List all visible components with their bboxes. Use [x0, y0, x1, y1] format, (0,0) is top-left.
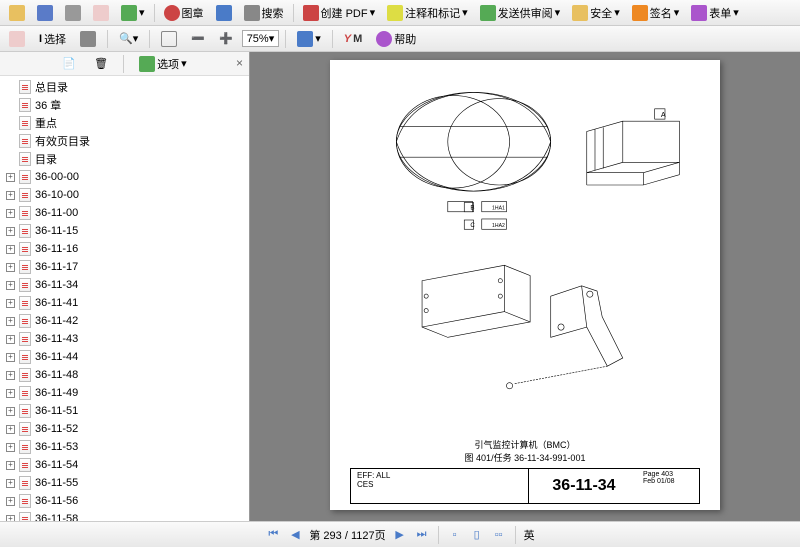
tree-item[interactable]: +36-11-52 — [0, 420, 249, 438]
zoom-tool[interactable]: 🔍▾ — [114, 29, 143, 48]
bookmarks-panel: 📄 🗑 选项▾ × 总目录36 章重点有效页目录目录+36-00-00+36-1… — [0, 52, 250, 521]
tree-item[interactable]: +36-11-15 — [0, 222, 249, 240]
sign-button[interactable]: 签名▾ — [627, 2, 685, 24]
last-page-button[interactable]: ⏭ — [414, 527, 430, 543]
tree-item[interactable]: +36-10-00 — [0, 186, 249, 204]
tree-item[interactable]: +36-00-00 — [0, 168, 249, 186]
save-button[interactable] — [32, 2, 58, 24]
send-review-button[interactable]: 发送供审阅▾ — [475, 2, 566, 24]
stamp-button[interactable]: 图章 — [159, 2, 209, 24]
sidebar-toolbar: 📄 🗑 选项▾ × — [0, 52, 249, 76]
attach-button[interactable]: ▾ — [116, 2, 150, 24]
tree-item[interactable]: +36-11-56 — [0, 492, 249, 510]
page-number: Page 403 — [643, 471, 695, 478]
tree-item[interactable]: +36-11-51 — [0, 402, 249, 420]
lang-indicator: 英 — [524, 527, 535, 543]
select-tool[interactable]: I选择 — [34, 28, 71, 50]
email-button[interactable] — [88, 2, 114, 24]
status-bar: ⏮ ◀ 第 293 / 1127页 ▶ ⏭ ▫ ▯ ▫▫ 英 — [0, 521, 800, 547]
main-area: 📄 🗑 选项▾ × 总目录36 章重点有效页目录目录+36-00-00+36-1… — [0, 52, 800, 521]
figure-caption: 引气监控计算机（BMC） 图 401/任务 36-11-34-991-001 — [330, 438, 720, 464]
camera-button[interactable] — [211, 2, 237, 24]
open-button[interactable] — [4, 2, 30, 24]
tree-item[interactable]: +36-11-53 — [0, 438, 249, 456]
single-page-button[interactable]: ▫ — [447, 527, 463, 543]
rotate-button[interactable]: ▾ — [292, 28, 326, 50]
tree-item[interactable]: +36-11-48 — [0, 366, 249, 384]
bookmark-tree[interactable]: 总目录36 章重点有效页目录目录+36-00-00+36-10-00+36-11… — [0, 76, 249, 521]
doc-number: 36-11-34 — [529, 469, 639, 503]
annotate-button[interactable]: 注释和标记▾ — [382, 2, 473, 24]
tree-item[interactable]: +36-11-43 — [0, 330, 249, 348]
document-viewer[interactable]: B C A — [250, 52, 800, 521]
print-button[interactable] — [60, 2, 86, 24]
delete-bookmark-button[interactable]: 🗑 — [89, 54, 113, 73]
zoom-out-button[interactable]: ➖ — [186, 29, 210, 48]
page-date: Feb 01/08 — [643, 478, 695, 485]
ym-button[interactable]: YM — [339, 30, 368, 48]
search-button[interactable]: 搜索 — [239, 2, 289, 24]
label-ha2: 1HA2 — [492, 223, 505, 229]
tree-item[interactable]: +36-11-54 — [0, 456, 249, 474]
technical-diagram: B C A — [350, 80, 710, 430]
view-toolbar: I选择 🔍▾ ➖ ➕ 75% ▾ ▾ YM 帮助 — [0, 26, 800, 52]
main-toolbar: ▾ 图章 搜索 创建 PDF▾ 注释和标记▾ 发送供审阅▾ 安全▾ 签名▾ 表单… — [0, 0, 800, 26]
fit-page-button[interactable] — [156, 28, 182, 50]
tree-item[interactable]: +36-11-49 — [0, 384, 249, 402]
tree-item[interactable]: 总目录 — [0, 78, 249, 96]
zoom-in-button[interactable]: ➕ — [214, 29, 238, 48]
tree-item[interactable]: +36-11-58 — [0, 510, 249, 521]
tree-item[interactable]: 36 章 — [0, 96, 249, 114]
tree-item[interactable]: +36-11-00 — [0, 204, 249, 222]
ces-label: CES — [357, 480, 522, 489]
page-footer: EFF: ALL CES 36-11-34 Page 403 Feb 01/08 — [350, 468, 700, 504]
tree-item[interactable]: 有效页目录 — [0, 132, 249, 150]
security-button[interactable]: 安全▾ — [567, 2, 625, 24]
tree-item[interactable]: +36-11-34 — [0, 276, 249, 294]
new-bookmark-button[interactable]: 📄 — [57, 54, 81, 73]
continuous-button[interactable]: ▯ — [469, 527, 485, 543]
prev-page-button[interactable]: ◀ — [287, 527, 303, 543]
tree-item[interactable]: +36-11-44 — [0, 348, 249, 366]
snapshot-tool[interactable] — [75, 28, 101, 50]
help-button[interactable]: 帮助 — [371, 28, 421, 50]
tree-item[interactable]: +36-11-17 — [0, 258, 249, 276]
tree-item[interactable]: 重点 — [0, 114, 249, 132]
pdf-page: B C A — [330, 60, 720, 510]
page-indicator: 第 293 / 1127页 — [309, 527, 385, 543]
label-ha1: 1HA1 — [492, 206, 505, 212]
close-panel-button[interactable]: × — [236, 56, 243, 70]
options-button[interactable]: 选项▾ — [134, 53, 192, 75]
first-page-button[interactable]: ⏮ — [265, 527, 281, 543]
forms-button[interactable]: 表单▾ — [686, 2, 744, 24]
svg-text:C: C — [470, 222, 475, 229]
tree-item[interactable]: +36-11-16 — [0, 240, 249, 258]
create-pdf-button[interactable]: 创建 PDF▾ — [298, 2, 381, 24]
tree-item[interactable]: +36-11-41 — [0, 294, 249, 312]
facing-button[interactable]: ▫▫ — [491, 527, 507, 543]
next-page-button[interactable]: ▶ — [392, 527, 408, 543]
tree-item[interactable]: +36-11-55 — [0, 474, 249, 492]
tree-item[interactable]: +36-11-42 — [0, 312, 249, 330]
tree-item[interactable]: 目录 — [0, 150, 249, 168]
hand-tool[interactable] — [4, 28, 30, 50]
zoom-input[interactable]: 75% ▾ — [242, 30, 280, 47]
eff-label: EFF: ALL — [357, 471, 522, 480]
svg-text:B: B — [470, 205, 474, 212]
